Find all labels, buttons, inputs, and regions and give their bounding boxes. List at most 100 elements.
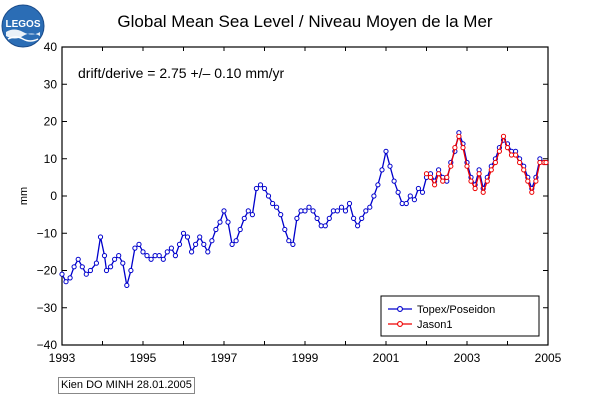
data-point: [63, 279, 69, 285]
y-tick-label: −40: [37, 338, 58, 352]
data-point: [189, 249, 195, 255]
drift-annotation: drift/derive = 2.75 +/– 0.10 mm/yr: [78, 65, 285, 81]
data-point: [513, 152, 519, 158]
data-point: [148, 256, 154, 262]
data-point: [326, 215, 332, 221]
data-point: [172, 253, 178, 259]
data-point: [314, 215, 320, 221]
data-point: [241, 215, 247, 221]
data-point: [403, 200, 409, 207]
data-point: [201, 241, 207, 247]
data-point: [444, 174, 450, 180]
data-point: [233, 238, 239, 244]
data-point: [464, 163, 470, 169]
y-tick-label: 40: [44, 40, 58, 54]
data-point: [168, 245, 174, 251]
data-point: [334, 208, 340, 214]
series-layer: [59, 130, 549, 288]
data-point: [537, 159, 543, 166]
data-point: [432, 182, 438, 188]
data-point: [529, 189, 535, 195]
logo-text: LEGOS: [5, 19, 40, 30]
data-point: [306, 204, 312, 210]
data-point: [318, 223, 324, 229]
data-point: [286, 238, 292, 244]
data-point: [355, 223, 361, 229]
data-point: [504, 145, 511, 151]
data-point: [375, 182, 381, 188]
data-point: [144, 253, 150, 259]
legos-logo: LEGOS: [1, 4, 45, 48]
data-point: [213, 226, 219, 233]
data-point: [533, 178, 539, 184]
data-point: [71, 264, 77, 270]
data-point: [391, 178, 397, 184]
data-point: [97, 234, 104, 240]
x-tick-label: 1997: [211, 351, 238, 365]
data-point: [310, 208, 316, 214]
data-point: [508, 152, 515, 158]
data-point: [120, 260, 126, 266]
data-point: [476, 171, 482, 177]
data-point: [488, 167, 494, 173]
data-point: [525, 178, 531, 184]
data-point: [282, 226, 288, 233]
data-point: [83, 271, 89, 277]
data-point: [152, 253, 158, 259]
data-point: [132, 245, 138, 251]
data-point: [93, 260, 100, 266]
data-point: [492, 159, 498, 166]
x-tick-label: 1995: [130, 351, 157, 365]
data-point: [278, 212, 284, 218]
series-topex-poseidon: [59, 130, 549, 288]
data-point: [379, 167, 385, 173]
data-point: [302, 208, 308, 214]
data-point: [116, 253, 122, 259]
data-point: [249, 212, 255, 218]
data-point: [452, 145, 458, 151]
data-point: [448, 163, 454, 169]
data-point: [253, 185, 259, 192]
data-point: [407, 193, 413, 199]
data-point: [265, 193, 272, 199]
data-point: [205, 249, 211, 255]
data-point: [415, 185, 421, 192]
data-point: [427, 174, 434, 180]
legend-box: [380, 295, 540, 337]
data-point: [359, 215, 365, 221]
data-point: [484, 178, 490, 184]
data-point: [103, 267, 110, 274]
y-axis-label: mm: [18, 187, 30, 205]
data-point: [160, 256, 166, 262]
data-point: [87, 267, 94, 274]
data-point: [294, 215, 300, 221]
x-tick-label: 2005: [535, 351, 562, 365]
data-point: [496, 148, 502, 154]
data-point: [197, 234, 203, 240]
data-point: [419, 189, 426, 195]
data-point: [468, 178, 474, 184]
data-point: [128, 267, 134, 274]
data-point: [156, 253, 162, 259]
data-point: [59, 271, 65, 277]
data-point: [193, 241, 199, 247]
data-point: [217, 219, 223, 225]
data-point: [367, 204, 373, 210]
data-point: [322, 223, 328, 229]
data-point: [363, 208, 369, 214]
x-axis: 1993 1995 1997 1999 2001 2003 2005: [49, 47, 562, 365]
data-point: [371, 193, 377, 199]
data-point: [436, 171, 442, 177]
data-point: [270, 200, 276, 207]
data-point: [184, 234, 191, 240]
data-point: [124, 282, 130, 288]
x-tick-label: 2001: [373, 351, 400, 365]
y-tick-label: −10: [37, 226, 58, 240]
data-point: [387, 163, 393, 169]
data-point: [472, 185, 478, 192]
data-point: [395, 189, 401, 195]
data-point: [237, 226, 243, 233]
data-point: [383, 148, 389, 154]
y-tick-label: −30: [37, 301, 58, 315]
